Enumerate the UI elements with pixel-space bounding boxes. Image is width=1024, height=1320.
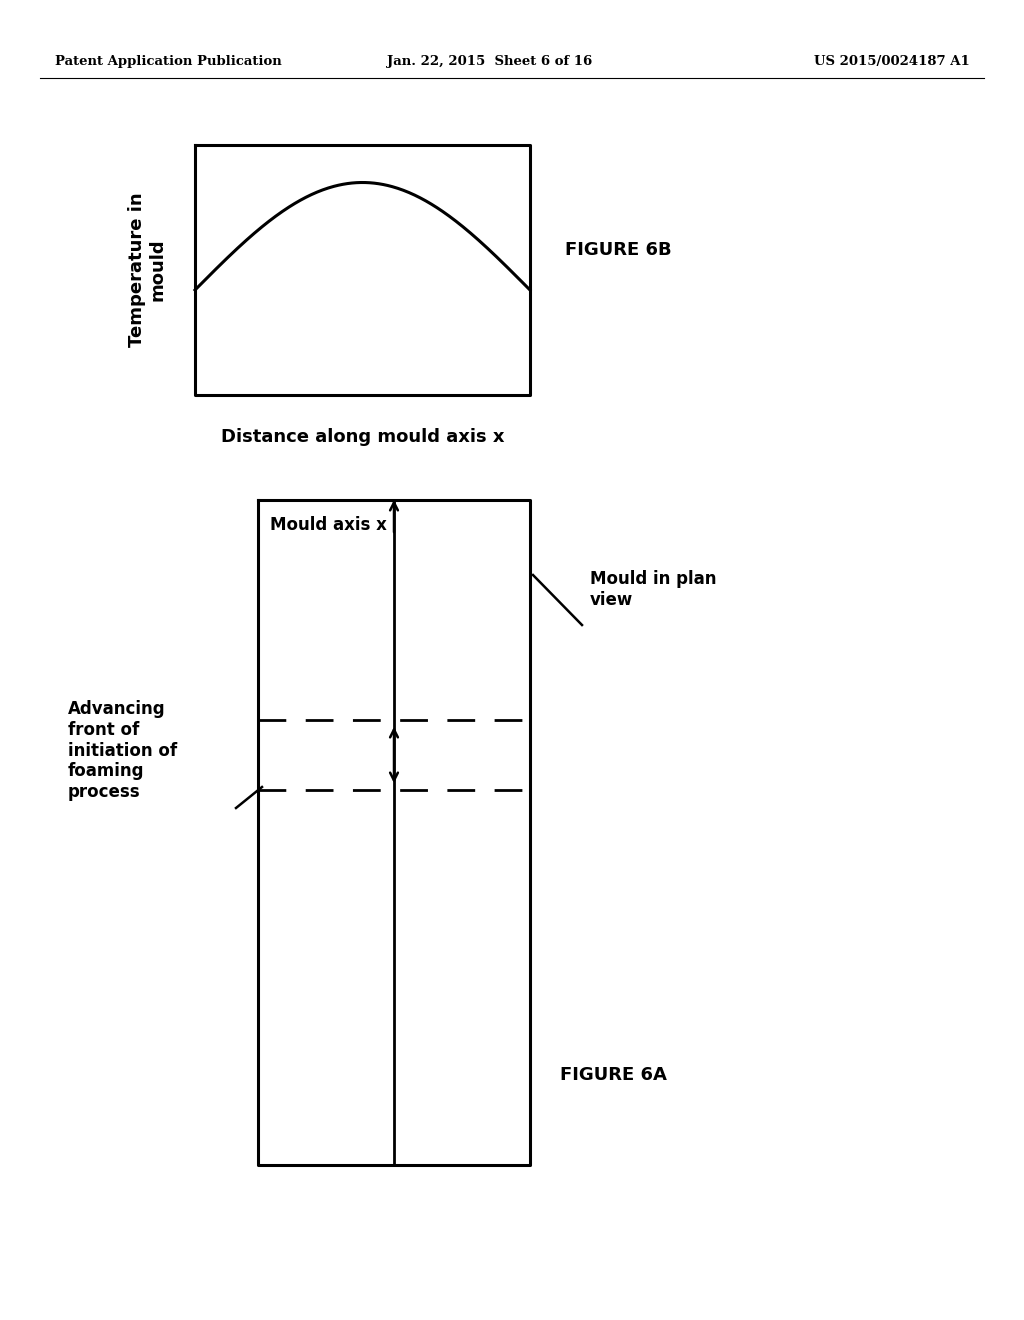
Text: US 2015/0024187 A1: US 2015/0024187 A1 (814, 55, 970, 69)
Text: Advancing
front of
initiation of
foaming
process: Advancing front of initiation of foaming… (68, 700, 177, 801)
Text: Patent Application Publication: Patent Application Publication (55, 55, 282, 69)
Text: FIGURE 6A: FIGURE 6A (560, 1067, 667, 1084)
Text: FIGURE 6B: FIGURE 6B (565, 242, 672, 259)
Text: Jan. 22, 2015  Sheet 6 of 16: Jan. 22, 2015 Sheet 6 of 16 (387, 55, 593, 69)
Text: Mould axis x: Mould axis x (270, 516, 387, 535)
Text: Distance along mould axis x: Distance along mould axis x (221, 428, 504, 446)
Text: Temperature in
mould: Temperature in mould (128, 193, 166, 347)
Text: Mould in plan
view: Mould in plan view (590, 570, 717, 609)
